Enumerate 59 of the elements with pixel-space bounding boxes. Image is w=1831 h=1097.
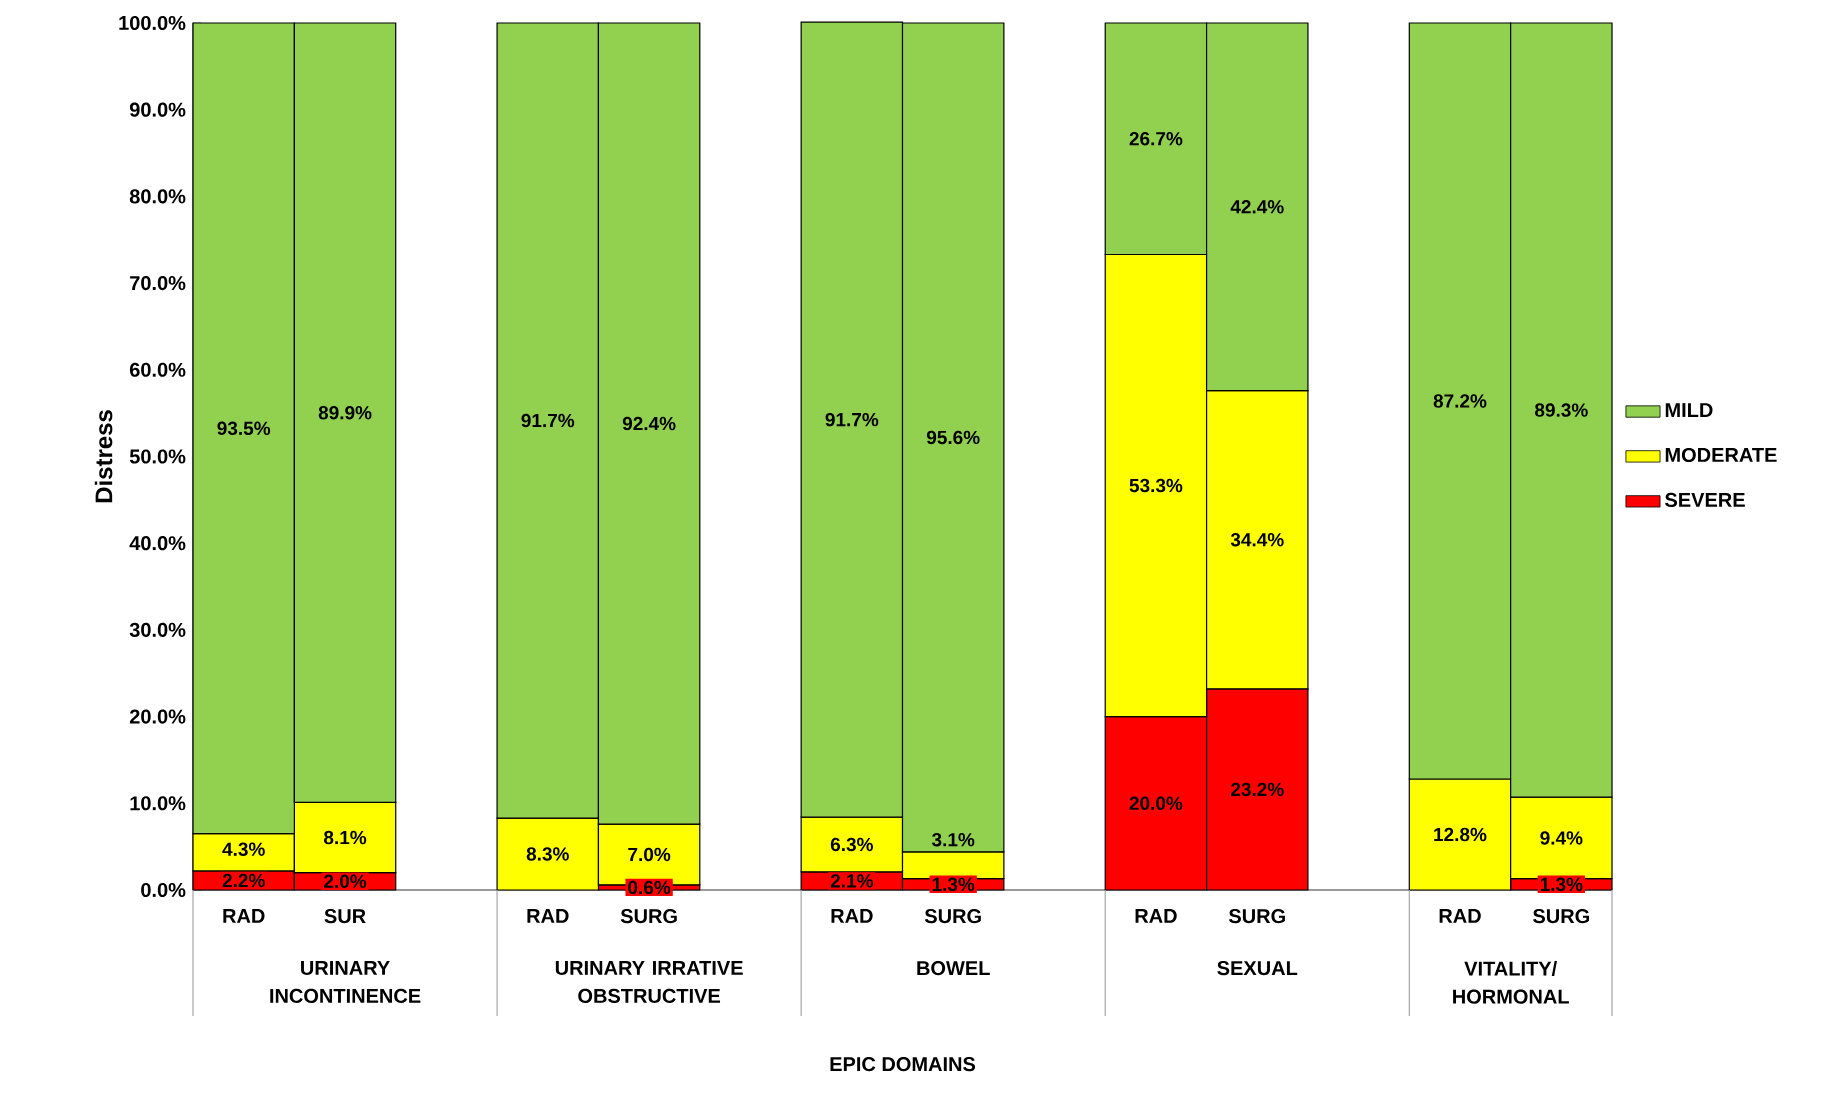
legend-label: MODERATE (1665, 447, 1777, 463)
data-label: 92.4% (622, 416, 676, 431)
x-tick-label: SUR (324, 909, 366, 924)
legend-label: MILD (1665, 403, 1713, 417)
x-tick-label: RAD (527, 909, 569, 923)
data-label: 8.3% (526, 847, 569, 861)
y-axis-title: Distress (94, 410, 113, 503)
data-label: 6.3% (830, 837, 873, 852)
data-label: 7.0% (628, 847, 671, 862)
x-tick-label: RAD (1439, 909, 1481, 923)
data-label: 34.4% (1230, 532, 1284, 547)
y-tick-label: 50.0% (129, 449, 186, 464)
data-label: 2.2% (222, 873, 265, 888)
x-tick-label: SURG (1228, 909, 1285, 924)
data-label: 2.1% (830, 874, 873, 888)
data-label: 91.7% (521, 413, 575, 428)
data-label: 42.4% (1230, 200, 1284, 214)
y-tick-label: 30.0% (129, 622, 186, 637)
data-label: 1.3% (1540, 877, 1583, 892)
data-label: 12.8% (1434, 827, 1487, 842)
data-label: 9.4% (1540, 831, 1583, 845)
y-tick-label: 40.0% (129, 536, 186, 551)
y-tick-label: 70.0% (130, 276, 186, 291)
data-label: 26.7% (1129, 132, 1183, 146)
y-tick-label: 100.0% (119, 15, 186, 31)
y-tick-label: 60.0% (129, 362, 186, 377)
data-label: 89.3% (1534, 403, 1588, 417)
legend-label: SEVERE (1665, 492, 1745, 508)
data-label: 91.7% (825, 412, 879, 427)
x-tick-label: RAD (223, 909, 265, 923)
data-label: 23.2% (1230, 782, 1284, 797)
data-label: 20.0% (1129, 796, 1183, 811)
data-label: 0.6% (628, 880, 671, 895)
data-label: 3.1% (931, 832, 975, 847)
data-label: 2.0% (324, 874, 367, 889)
data-label: 53.3% (1129, 478, 1183, 493)
y-tick-label: 90.0% (129, 102, 186, 117)
data-label: 8.1% (323, 830, 367, 845)
data-label: 1.3% (932, 877, 975, 892)
text: VITALITY/ HORMONAL (1453, 961, 1569, 1004)
x-tick-label: RAD (1135, 909, 1177, 923)
text: URINARY IRRATIVE OBSTRUCTIVE (555, 961, 743, 1003)
y-tick-label: 0.0% (141, 882, 186, 898)
text: BOWEL (917, 961, 990, 976)
x-tick-label: SURG (620, 909, 677, 924)
text: EPIC DOMAINS (830, 1057, 976, 1072)
data-label: 89.9% (318, 405, 372, 420)
x-tick-label: SURG (1533, 909, 1589, 924)
y-tick-label: 10.0% (130, 796, 186, 811)
x-tick-label: SURG (924, 909, 981, 924)
x-tick-label: RAD (831, 909, 873, 923)
data-label: 95.6% (926, 430, 980, 445)
y-tick-label: 20.0% (129, 709, 186, 724)
data-label: 93.5% (217, 421, 271, 436)
data-label: 4.3% (222, 842, 265, 856)
y-tick-label: 80.0% (129, 189, 186, 204)
text: SEXUAL (1217, 961, 1298, 976)
data-label: 87.2% (1433, 394, 1487, 408)
text: URINARY INCONTINENCE (270, 961, 421, 1003)
